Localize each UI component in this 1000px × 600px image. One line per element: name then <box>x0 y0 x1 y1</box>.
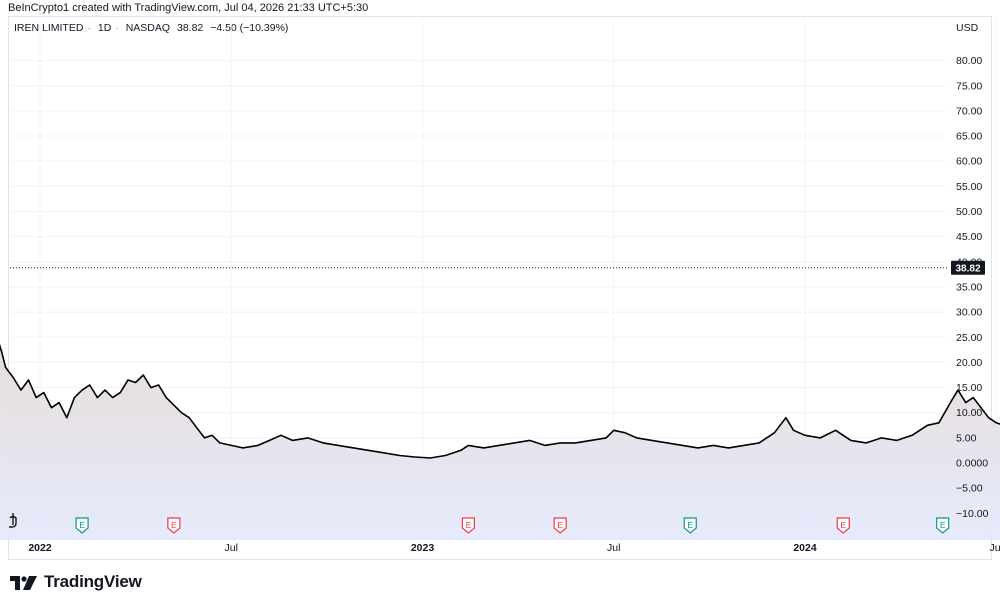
price-change: −4.50 (−10.39%) <box>210 22 289 34</box>
earnings-marker[interactable]: E <box>683 517 697 534</box>
y-tick-label: 10.00 <box>956 407 982 419</box>
x-tick-label: Jul <box>607 542 620 554</box>
y-tick-label: 15.00 <box>956 382 982 394</box>
earnings-label: E <box>79 520 85 530</box>
y-tick-label: 55.00 <box>956 181 982 193</box>
x-tick-label: 2024 <box>793 542 817 554</box>
earnings-marker[interactable]: E <box>167 517 181 534</box>
price-line <box>0 343 1000 459</box>
earnings-marker[interactable]: E <box>836 517 850 534</box>
chart-frame <box>8 16 992 560</box>
symbol-legend[interactable]: IREN LIMITED · 1D · NASDAQ 38.82 −4.50 (−1… <box>14 22 292 34</box>
earnings-marker[interactable]: E <box>75 517 89 534</box>
earnings-label: E <box>687 520 693 530</box>
symbol-interval: 1D <box>97 22 112 34</box>
y-tick-label: 0.0000 <box>956 458 988 470</box>
y-tick-label: −5.00 <box>956 483 983 495</box>
separator-dot: · <box>115 22 119 34</box>
earnings-label: E <box>171 520 177 530</box>
earnings-label: E <box>940 520 946 530</box>
logo-text: TradingView <box>44 572 142 591</box>
y-tick-label: 75.00 <box>956 80 982 92</box>
tradingview-logo-icon <box>10 576 37 590</box>
x-tick-label: 2022 <box>28 542 52 554</box>
earnings-label: E <box>466 520 472 530</box>
y-tick-label: 25.00 <box>956 332 982 344</box>
x-tick-label: Jul <box>225 542 238 554</box>
earnings-marker[interactable]: E <box>936 517 950 534</box>
y-tick-label: 20.00 <box>956 357 982 369</box>
last-price: 38.82 <box>176 22 204 34</box>
price-area-fill <box>0 346 1000 540</box>
last-price-label: 38.82 <box>955 264 980 275</box>
tradingview-logo[interactable]: TradingView <box>10 572 142 592</box>
x-tick-label: Jul <box>990 542 1000 554</box>
symbol-name: IREN LIMITED <box>14 22 84 34</box>
y-tick-label: 45.00 <box>956 231 982 243</box>
x-tick-label: 2023 <box>411 542 435 554</box>
y-tick-label: −10.00 <box>956 508 989 520</box>
y-tick-label: 80.00 <box>956 55 982 67</box>
earnings-marker[interactable]: E <box>461 517 475 534</box>
earnings-label: E <box>840 520 846 530</box>
chart-credit: BeInCrypto1 created with TradingView.com… <box>8 2 369 14</box>
drawing-tool-icon[interactable] <box>9 513 17 528</box>
earnings-label: E <box>557 520 563 530</box>
y-tick-label: 30.00 <box>956 307 982 319</box>
earnings-marker[interactable]: E <box>553 517 567 534</box>
y-tick-label: 60.00 <box>956 156 982 168</box>
last-price-marker: 38.82 <box>951 260 985 275</box>
y-tick-label: 5.00 <box>956 432 977 444</box>
separator-dot: · <box>87 22 91 34</box>
y-tick-label: 70.00 <box>956 105 982 117</box>
y-tick-label: 50.00 <box>956 206 982 218</box>
currency-label[interactable]: USD <box>956 22 979 34</box>
symbol-exchange: NASDAQ <box>125 22 171 34</box>
y-tick-label: 65.00 <box>956 131 982 143</box>
y-tick-label: 35.00 <box>956 281 982 293</box>
